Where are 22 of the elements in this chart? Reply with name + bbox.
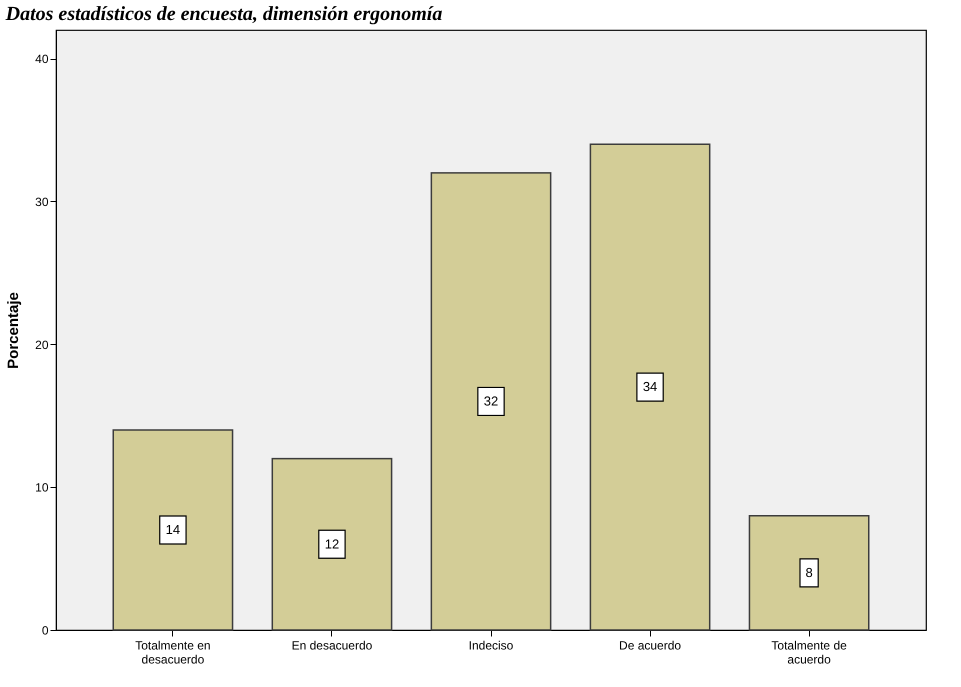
bar: [272, 458, 392, 631]
data-label: 12: [324, 536, 340, 552]
data-label: 14: [166, 522, 180, 537]
data-label: 8: [805, 564, 813, 580]
y-tick-label: 30: [35, 194, 49, 209]
x-tick-label: En desacuerdo: [292, 638, 373, 652]
bar: [590, 144, 710, 631]
x-tick-label: Totalmente de acuerdo: [771, 638, 848, 666]
y-axis-title: Porcentaje: [5, 292, 22, 369]
data-label: 32: [484, 393, 498, 408]
bar: [112, 429, 234, 631]
x-tick-label: De acuerdo: [619, 638, 682, 652]
y-tick-label: 0: [42, 624, 49, 638]
chart-title: Datos estadísticos de encuesta, dimensión ergonomía: [4, 3, 442, 25]
bar: [748, 514, 870, 631]
y-tick-label: 10: [35, 480, 49, 495]
x-tick-label: Indeciso: [468, 638, 514, 652]
y-tick-label: 20: [35, 338, 49, 352]
bar: [430, 172, 552, 631]
x-tick-label: Totalmente en desacuerdo: [135, 638, 211, 666]
y-tick-label: 40: [35, 52, 49, 66]
data-label: 34: [642, 379, 658, 394]
